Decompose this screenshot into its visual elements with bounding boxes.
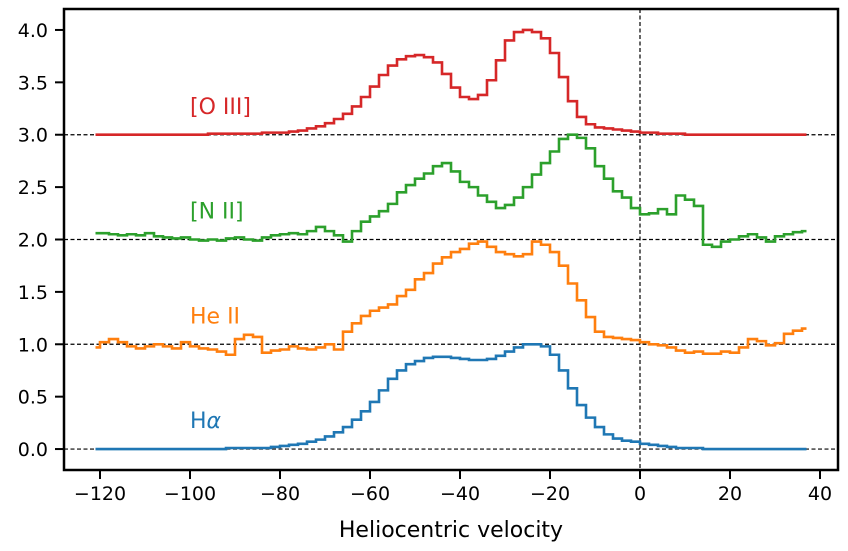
y-tick-label: 0.0 — [18, 439, 48, 461]
x-tick-label: −80 — [260, 483, 300, 505]
x-tick-label: −60 — [350, 483, 390, 505]
y-tick-label: 3.0 — [18, 125, 48, 147]
series-line-3 — [95, 28, 807, 137]
series-label-text: H — [190, 409, 207, 434]
y-tick-label: 2.5 — [18, 177, 48, 199]
series-labels: Hα He II [N II] [O III] — [190, 95, 251, 434]
x-tick-label: −20 — [530, 483, 570, 505]
y-tick-label: 1.5 — [18, 282, 48, 304]
y-tick-label: 1.0 — [18, 334, 48, 356]
series-label: [O III] — [190, 95, 251, 120]
x-tick-label: −120 — [74, 483, 126, 505]
x-tick-label: −40 — [440, 483, 480, 505]
y-tick-label: 4.0 — [18, 20, 48, 42]
x-tick-label: −100 — [164, 483, 216, 505]
series-label-symbol: α — [207, 409, 222, 434]
x-tick-label: 20 — [718, 483, 742, 505]
x-tick-label: 0 — [634, 483, 646, 505]
series-label: Hα — [190, 409, 222, 434]
plot-frame — [62, 7, 840, 472]
y-tick-label: 3.5 — [18, 72, 48, 94]
series-label: He II — [190, 304, 240, 329]
y-tick-label: 2.0 — [18, 230, 48, 252]
series-layer — [95, 28, 807, 451]
series-label: [N II] — [190, 200, 244, 225]
series-line-0 — [95, 342, 807, 451]
x-tick-label: 40 — [808, 483, 832, 505]
series-line-1 — [95, 240, 807, 357]
y-axis: 0.0 0.5 1.0 1.5 2.0 2.5 3.0 3.5 4.0 — [18, 20, 64, 461]
series-line-2 — [95, 133, 807, 249]
x-axis-title: Heliocentric velocity — [339, 518, 563, 543]
y-tick-label: 0.5 — [18, 387, 48, 409]
x-axis: −120 −100 −80 −60 −40 −20 0 20 40 — [74, 470, 832, 505]
